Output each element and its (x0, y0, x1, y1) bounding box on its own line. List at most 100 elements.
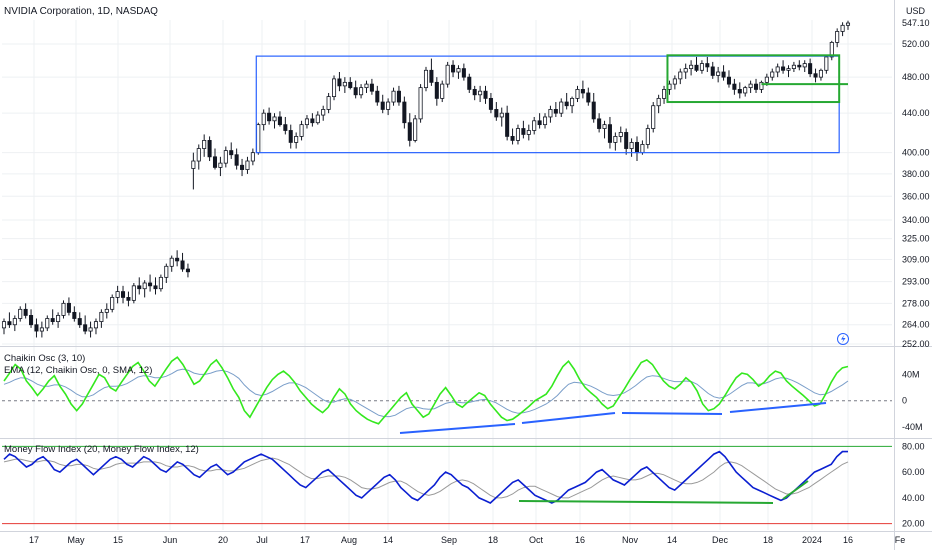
candle-body (99, 311, 104, 323)
mfi-tick-label: 40.00 (902, 493, 925, 503)
candle-body (153, 285, 158, 290)
candle-body (380, 101, 385, 110)
candle-body (72, 311, 77, 319)
candle-body (705, 63, 710, 68)
candle (624, 128, 629, 155)
candle-body (288, 130, 293, 143)
price-tick-label: 309.00 (902, 255, 930, 265)
range-box (255, 55, 840, 154)
candle-body (770, 71, 775, 78)
candle (597, 113, 602, 133)
candle (786, 65, 791, 78)
candle (104, 303, 109, 319)
candle-body (121, 291, 126, 298)
candle-body (813, 73, 818, 78)
candle-body (808, 63, 813, 75)
candle (543, 113, 548, 129)
candle-body (240, 164, 245, 170)
candle (645, 124, 650, 149)
time-tick-label: 18 (763, 535, 773, 545)
candle-body (34, 324, 39, 332)
price-tick-label: 325.00 (902, 234, 930, 244)
candle (818, 68, 823, 81)
candle (229, 142, 234, 159)
candle (288, 124, 293, 149)
chart-title: NVIDIA Corporation, 1D, NASDAQ (4, 6, 158, 17)
time-tick-label: Jul (256, 535, 268, 545)
candle (575, 85, 580, 103)
candle (234, 148, 239, 170)
candle (510, 128, 515, 145)
candle-body (277, 116, 282, 126)
candle-body (613, 136, 618, 143)
candle-body (164, 265, 169, 278)
candle (261, 109, 266, 131)
candle-body (564, 101, 569, 107)
candle (321, 105, 326, 121)
mfi-sma-line (3, 457, 849, 499)
candle-body (337, 78, 342, 87)
candle-body (131, 285, 136, 301)
candle-body (364, 83, 369, 89)
candle (710, 61, 715, 79)
candle-body (375, 90, 380, 103)
candle (402, 96, 407, 129)
candle-body (56, 315, 61, 323)
candle (342, 77, 347, 93)
candle-body (575, 89, 580, 99)
chaikin-tick-label: 40M (902, 369, 920, 379)
candle-body (218, 162, 223, 168)
time-tick-label: 17 (29, 535, 39, 545)
candle (66, 297, 71, 316)
candle-body (694, 64, 699, 71)
candle-body (396, 90, 401, 103)
candle (110, 294, 115, 313)
candle (451, 60, 456, 78)
chaikin-trendline (621, 412, 723, 415)
candle (845, 20, 851, 30)
candle-body (223, 150, 228, 164)
time-tick-label: 14 (667, 535, 677, 545)
candle-body (543, 116, 548, 126)
candle (353, 80, 358, 99)
candle (56, 312, 61, 328)
candle (50, 309, 55, 325)
candle (467, 73, 472, 93)
candle-body (699, 63, 704, 71)
candle (93, 318, 98, 335)
candle-body (23, 308, 28, 316)
time-tick-label: Sep (441, 535, 457, 545)
candle-body (526, 130, 531, 135)
candle-body (207, 140, 212, 158)
candle (494, 102, 499, 121)
candle (613, 132, 618, 151)
price-tick-label: 360.00 (902, 191, 930, 201)
candle-body (640, 144, 645, 154)
candle (18, 306, 23, 322)
candle-body (624, 132, 629, 149)
candle (607, 116, 612, 149)
candle-body (321, 109, 326, 116)
candle-body (553, 109, 558, 114)
price-tick-label: 264.00 (902, 320, 930, 330)
candle (553, 102, 558, 117)
candle (602, 120, 607, 139)
candle (267, 107, 272, 125)
chaikin-pane (2, 356, 892, 434)
candle (148, 274, 153, 292)
candle-body (142, 282, 147, 290)
candle (662, 85, 667, 104)
candle-body (835, 31, 840, 43)
chaikin-trendline (399, 423, 516, 434)
candle (12, 315, 17, 332)
price-tick-label: 380.00 (902, 169, 930, 179)
chaikin-tick-label: -40M (902, 422, 923, 432)
candle (781, 60, 786, 74)
time-tick-label: Oct (529, 535, 544, 545)
candle-body (515, 128, 520, 141)
lightning-icon[interactable] (837, 333, 849, 345)
candle-body (77, 318, 82, 326)
candle (180, 252, 185, 272)
time-tick-label: May (67, 535, 85, 545)
